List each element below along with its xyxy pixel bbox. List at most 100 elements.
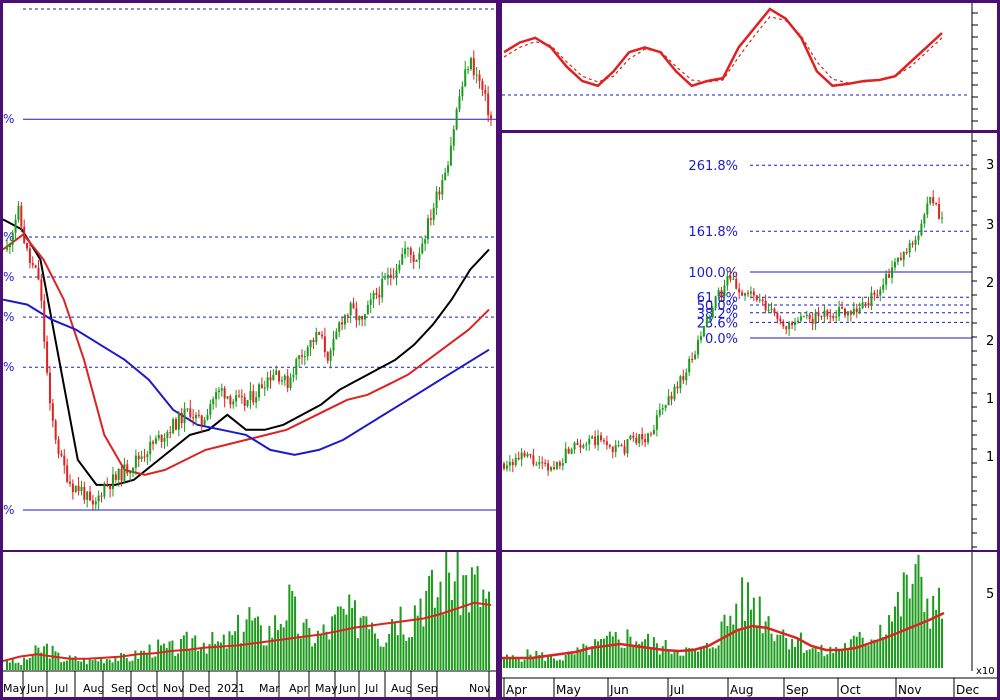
- right-volume-chart: 5 x10 Apr May Jun Jul Aug Sep Oct Nov Dec: [502, 552, 997, 697]
- volume-bar: [888, 615, 891, 668]
- price-candle-body: [109, 484, 112, 489]
- price-candle-body: [776, 313, 779, 319]
- price-candle-body: [372, 292, 375, 300]
- right-oscillator-chart: [502, 3, 978, 130]
- price-candle-body: [814, 312, 817, 324]
- volume-bar: [351, 608, 354, 670]
- price-candle-body: [232, 401, 235, 405]
- fib-level-label: 0.0%: [705, 332, 738, 347]
- price-candle-body: [738, 288, 741, 293]
- price-candle-body: [23, 226, 26, 243]
- price-candle-body: [782, 321, 785, 327]
- price-candle-body: [893, 261, 896, 268]
- right-price-panel: 261.8% 161.8% 100.0% 61.8% 50.0% 38.2% 23.6% 0.…: [502, 133, 997, 550]
- price-candle-body: [71, 483, 74, 493]
- price-candle-body: [749, 291, 752, 294]
- price-candle-body: [535, 464, 538, 466]
- volume-bar: [225, 648, 228, 670]
- price-candle-body: [864, 302, 867, 304]
- volume-bar: [617, 639, 620, 668]
- price-candle-body: [573, 442, 576, 450]
- volume-bar: [779, 634, 782, 668]
- price-candle-body: [94, 501, 97, 505]
- price-candle-body: [558, 462, 561, 466]
- volume-bar: [788, 649, 791, 668]
- price-candle-body: [252, 391, 255, 403]
- volume-bar: [758, 596, 761, 668]
- volume-bar: [83, 658, 86, 670]
- price-candle-body: [635, 437, 638, 444]
- x-tick-label: Sep: [111, 682, 132, 695]
- volume-bar: [755, 627, 758, 668]
- volume-bar: [188, 649, 191, 670]
- volume-bar: [194, 635, 197, 670]
- volume-bar: [749, 609, 752, 668]
- price-candle-body: [51, 403, 54, 421]
- volume-bar: [160, 645, 163, 670]
- price-candle-body: [83, 486, 86, 500]
- price-candle-body: [720, 290, 723, 297]
- volume-bar: [767, 616, 770, 668]
- price-candle-body: [332, 338, 335, 351]
- price-candle-body: [341, 322, 344, 325]
- volume-bar: [248, 607, 251, 670]
- price-candle-body: [870, 292, 873, 306]
- volume-bar: [932, 595, 935, 668]
- price-candle-body: [832, 315, 835, 318]
- volume-bar: [148, 644, 151, 670]
- volume-bar: [605, 635, 608, 668]
- price-candle-body: [280, 380, 283, 382]
- volume-bar: [570, 651, 573, 668]
- volume-bar: [905, 574, 908, 668]
- volume-bar: [476, 566, 479, 670]
- volume-bar: [91, 660, 94, 670]
- price-candle-body: [452, 129, 455, 146]
- x-tick-label: Aug: [730, 683, 753, 697]
- x-tick-label: Aug: [83, 682, 104, 695]
- price-candle-body: [932, 197, 935, 204]
- volume-bar: [305, 618, 308, 670]
- price-candle-body: [923, 214, 926, 224]
- price-candle-body: [726, 276, 729, 286]
- volume-bar: [60, 662, 63, 670]
- volume-bar: [649, 648, 652, 668]
- volume-bar: [473, 574, 476, 670]
- price-candle-body: [785, 326, 788, 330]
- volume-bar: [726, 625, 729, 668]
- price-candle-body: [585, 444, 588, 446]
- price-candle-body: [632, 435, 635, 438]
- volume-bar: [579, 649, 582, 668]
- price-candle-body: [186, 408, 189, 410]
- volume-bar: [413, 605, 416, 670]
- volume-bar: [752, 597, 755, 668]
- price-candle-body: [935, 203, 938, 205]
- volume-bar: [17, 662, 20, 670]
- price-candle-body: [438, 191, 441, 195]
- price-candle-body: [355, 308, 358, 321]
- right-axis-label: 1: [986, 450, 994, 465]
- volume-bar: [111, 662, 114, 670]
- volume-bar: [902, 572, 905, 668]
- volume-bar: [864, 645, 867, 668]
- volume-bar: [362, 615, 365, 670]
- volume-bar: [805, 650, 808, 668]
- volume-bar: [282, 627, 285, 670]
- price-candle-body: [876, 294, 879, 296]
- left-price-panel: %%%%%%: [3, 3, 498, 550]
- price-candle-body: [517, 457, 520, 460]
- price-candle-body: [441, 180, 444, 195]
- price-candle-body: [303, 356, 306, 358]
- price-candle-body: [381, 278, 384, 298]
- volume-bar: [239, 643, 242, 670]
- volume-bar: [162, 643, 165, 670]
- volume-bar: [503, 658, 505, 668]
- volume-bar: [436, 597, 439, 670]
- volume-bar: [867, 645, 870, 668]
- price-candle-body: [638, 434, 641, 444]
- volume-bar: [664, 639, 667, 668]
- volume-bar: [782, 629, 785, 668]
- price-candle-body: [189, 408, 192, 418]
- volume-bar: [439, 581, 442, 670]
- volume-bar: [855, 636, 858, 668]
- volume-bar: [465, 575, 468, 670]
